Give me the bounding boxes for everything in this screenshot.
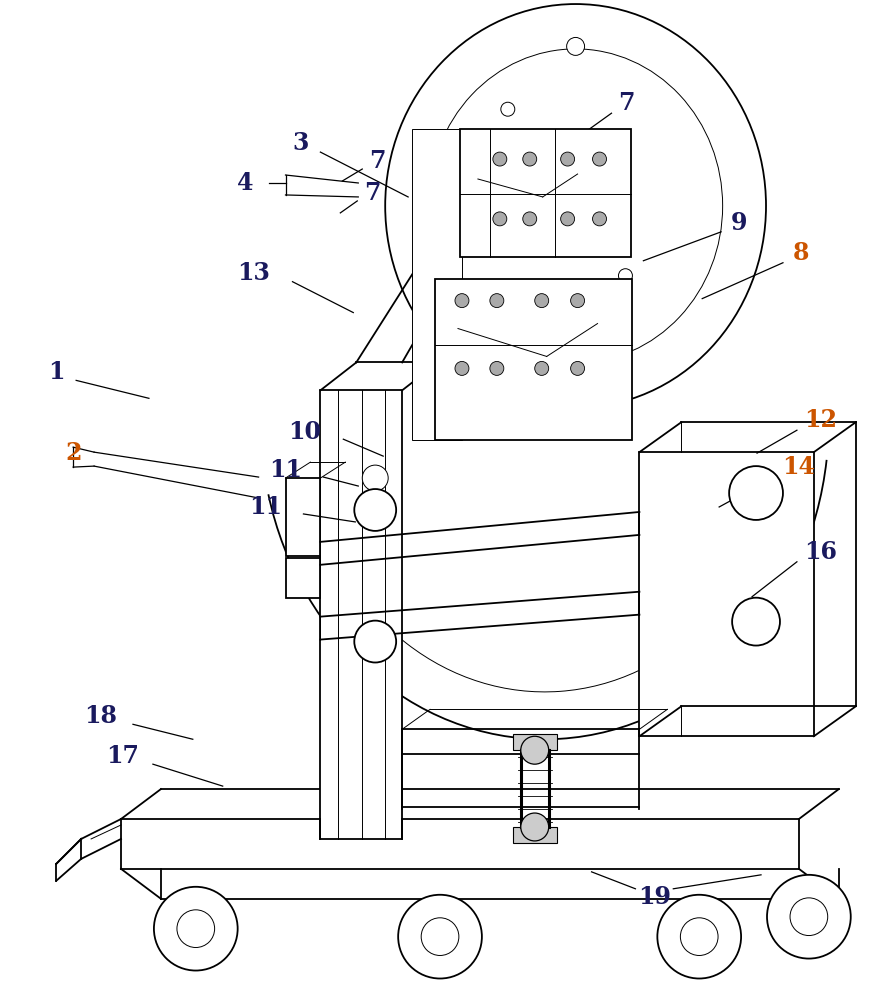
Text: 7: 7: [618, 91, 634, 115]
Circle shape: [490, 294, 504, 308]
Text: 11: 11: [249, 495, 282, 519]
Circle shape: [566, 37, 584, 55]
Circle shape: [729, 466, 783, 520]
Circle shape: [790, 898, 828, 936]
Circle shape: [767, 875, 850, 959]
Bar: [286, 558, 321, 598]
Ellipse shape: [385, 4, 766, 408]
Text: 18: 18: [84, 704, 117, 728]
Bar: [412, 129, 462, 440]
Circle shape: [522, 212, 537, 226]
Circle shape: [571, 361, 584, 375]
Text: 2: 2: [65, 441, 82, 465]
Circle shape: [493, 212, 507, 226]
Text: 1: 1: [48, 360, 65, 384]
Text: 11: 11: [269, 458, 302, 482]
Bar: [513, 734, 556, 750]
Circle shape: [177, 910, 215, 948]
Bar: [513, 827, 556, 843]
Circle shape: [592, 152, 607, 166]
Text: 8: 8: [793, 241, 809, 265]
Circle shape: [592, 212, 607, 226]
Circle shape: [490, 361, 504, 375]
Text: 17: 17: [107, 744, 140, 768]
Text: 10: 10: [288, 420, 321, 444]
Circle shape: [501, 102, 515, 116]
Circle shape: [535, 294, 548, 308]
Circle shape: [535, 361, 548, 375]
Circle shape: [398, 895, 482, 979]
Text: 7: 7: [369, 149, 385, 173]
Text: 14: 14: [782, 455, 815, 479]
Circle shape: [354, 621, 396, 662]
Circle shape: [732, 598, 780, 646]
Circle shape: [521, 813, 548, 841]
Circle shape: [561, 152, 574, 166]
Circle shape: [658, 895, 741, 979]
Circle shape: [680, 918, 718, 955]
Circle shape: [421, 918, 459, 955]
Circle shape: [521, 736, 548, 764]
Circle shape: [561, 212, 574, 226]
Bar: [640, 452, 814, 736]
Circle shape: [618, 269, 633, 283]
Circle shape: [455, 361, 469, 375]
Text: 12: 12: [805, 408, 838, 432]
Bar: [321, 390, 402, 839]
Text: 4: 4: [237, 171, 254, 195]
Circle shape: [571, 294, 584, 308]
Bar: [286, 478, 321, 556]
Circle shape: [362, 465, 388, 491]
Circle shape: [493, 152, 507, 166]
Text: 19: 19: [638, 885, 671, 909]
Text: 9: 9: [731, 211, 747, 235]
Text: 16: 16: [805, 540, 838, 564]
Text: 7: 7: [364, 181, 381, 205]
Circle shape: [154, 887, 237, 971]
Circle shape: [455, 294, 469, 308]
Bar: [435, 279, 633, 440]
Text: 3: 3: [292, 131, 308, 155]
Ellipse shape: [428, 49, 723, 363]
Circle shape: [354, 489, 396, 531]
Circle shape: [522, 152, 537, 166]
Text: 13: 13: [237, 261, 270, 285]
Bar: [460, 129, 632, 257]
